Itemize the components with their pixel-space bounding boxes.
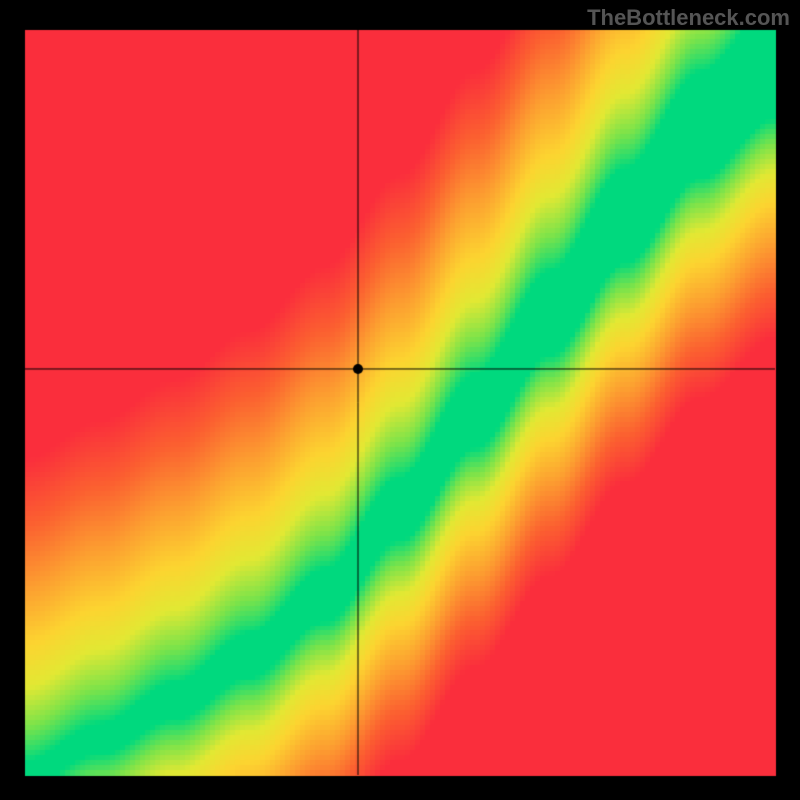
chart-container: TheBottleneck.com: [0, 0, 800, 800]
watermark-text: TheBottleneck.com: [587, 5, 790, 31]
bottleneck-heatmap: [0, 0, 800, 800]
